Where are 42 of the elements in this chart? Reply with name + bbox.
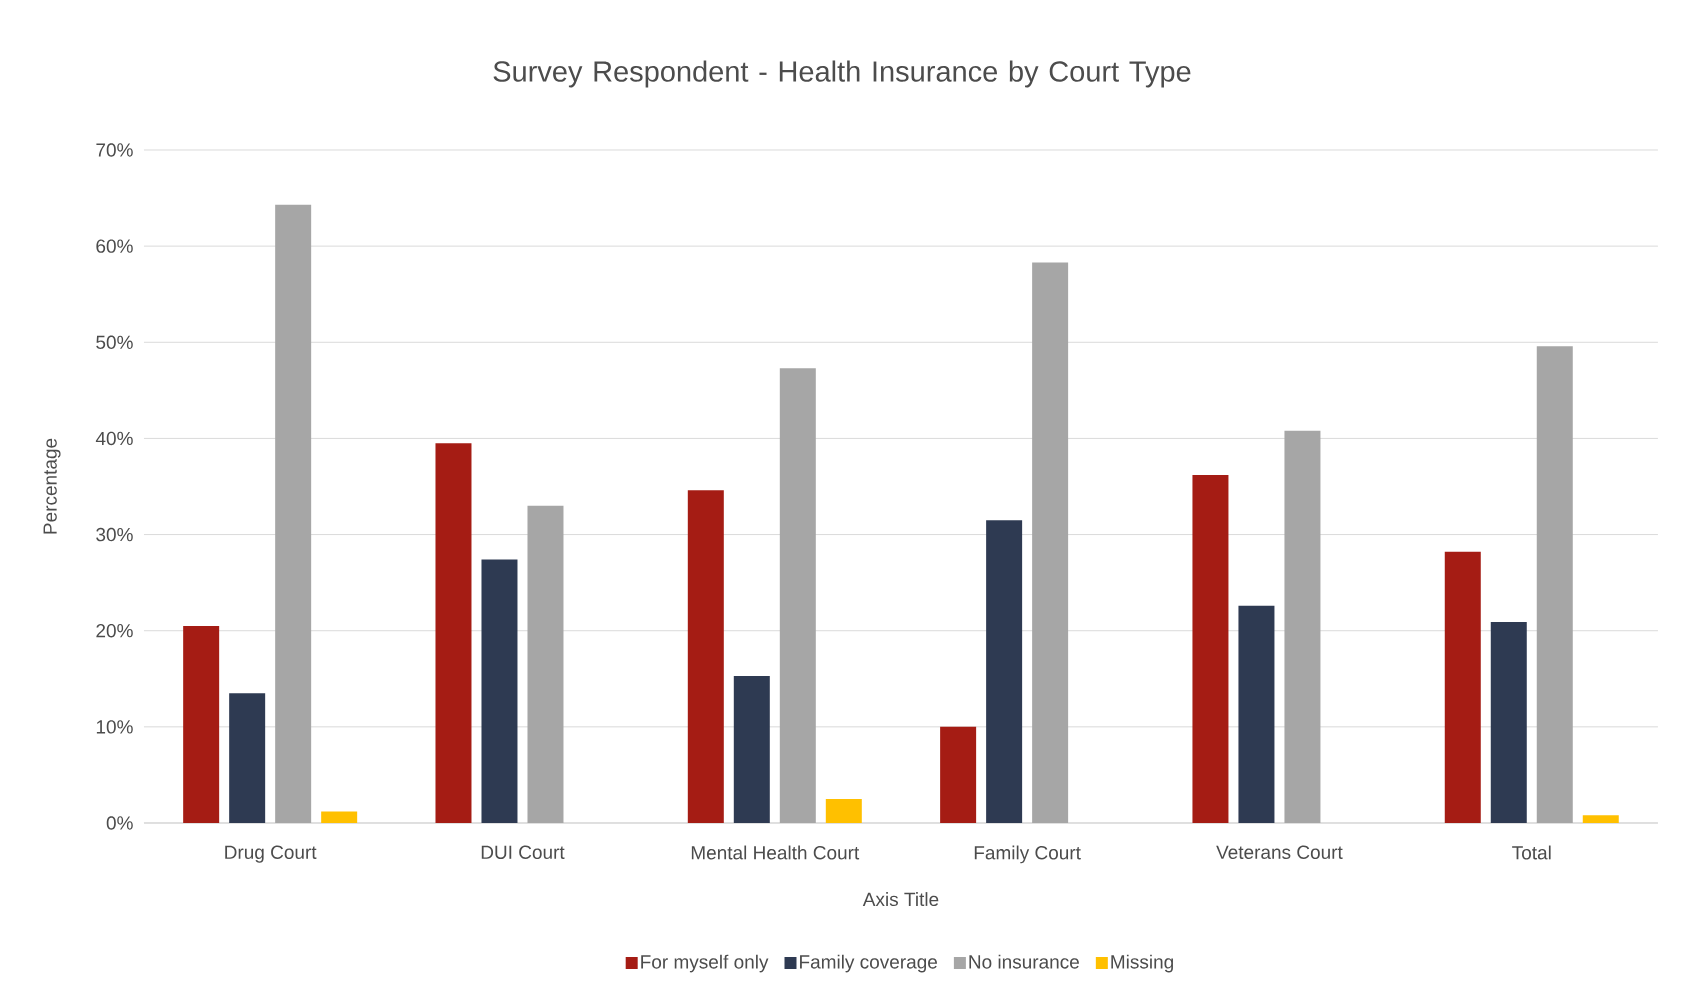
legend-label: No insurance	[969, 954, 1079, 969]
y-tick-label: 20%	[96, 623, 133, 638]
bar	[825, 798, 862, 823]
x-axis-title: Axis Title	[862, 892, 939, 907]
y-tick-label: 70%	[96, 143, 133, 157]
bar	[1238, 605, 1275, 823]
bar	[1192, 474, 1229, 823]
x-tick-label: DUI Court	[481, 845, 565, 859]
bar	[1444, 551, 1481, 823]
y-tick-label: 60%	[96, 239, 133, 253]
bar	[733, 675, 770, 823]
x-tick-label: Family Court	[974, 845, 1081, 864]
bar	[1490, 622, 1527, 823]
bar	[940, 726, 977, 823]
x-tick-label: Total	[1512, 845, 1551, 860]
bar	[986, 520, 1023, 823]
bar	[435, 443, 472, 823]
bar	[527, 505, 564, 823]
bar	[321, 811, 358, 823]
y-tick-label: 30%	[96, 527, 133, 542]
legend-label: Family coverage	[800, 954, 937, 973]
y-axis-title: Percentage	[43, 438, 61, 534]
legend-label: For myself only	[641, 954, 769, 973]
bar	[779, 368, 816, 823]
chart-title: Survey Respondent - Health Insurance by Court Type	[493, 60, 1191, 88]
x-tick-label: Drug Court	[225, 845, 317, 863]
y-tick-label: 40%	[95, 431, 133, 446]
y-tick-label: 50%	[96, 335, 133, 350]
bar	[1284, 430, 1321, 823]
x-tick-label: Mental Health Court	[691, 845, 860, 860]
bar	[183, 625, 220, 823]
y-tick-label: 0%	[106, 816, 133, 830]
bar	[1536, 346, 1573, 823]
legend-label: Missing	[1111, 954, 1173, 973]
y-tick-label: 10%	[96, 720, 133, 734]
bar	[229, 693, 266, 823]
bar	[1582, 815, 1619, 823]
x-tick-label: Veterans Court	[1216, 845, 1343, 859]
bar	[687, 490, 724, 823]
bar	[1032, 262, 1069, 823]
bar	[275, 204, 312, 823]
bar	[481, 559, 518, 823]
